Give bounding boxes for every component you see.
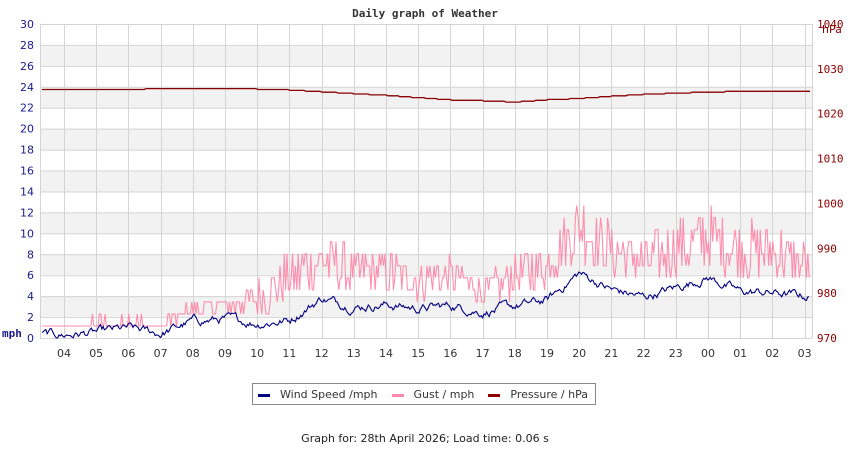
legend-item-gust: Gust / mph [391, 387, 475, 401]
x-axis-tick-label: 05 [89, 347, 103, 360]
x-axis-tick-label: 14 [379, 347, 393, 360]
x-axis-tick-label: 07 [154, 347, 168, 360]
x-axis-tick-label: 12 [315, 347, 329, 360]
right-axis-tick-label: 1020 [817, 108, 844, 121]
x-axis-tick-label: 18 [508, 347, 522, 360]
legend-label: Gust / mph [413, 387, 475, 401]
pressure-series-line [42, 87, 810, 103]
left-axis-tick-label: 14 [20, 185, 34, 198]
right-axis-tick-label: 990 [817, 242, 837, 255]
footer-status-text: Graph for: 28th April 2026; Load time: 0… [301, 432, 549, 445]
left-axis-tick-label: 26 [20, 60, 34, 73]
x-axis-tick-label: 09 [218, 347, 232, 360]
legend-label: Pressure / hPa [510, 387, 588, 401]
left-axis-unit-label: mph [2, 327, 22, 340]
left-axis-tick-label: 10 [20, 227, 34, 240]
left-axis-tick-label: 0 [27, 332, 34, 345]
legend-item-pressure: Pressure / hPa [488, 388, 588, 401]
grid-bands [40, 44, 812, 318]
x-axis-tick-label: 01 [733, 347, 747, 360]
left-axis-tick-label: 22 [20, 102, 34, 115]
left-axis-tick-label: 28 [20, 39, 34, 52]
x-axis-tick-label: 20 [572, 347, 586, 360]
x-axis-tick-label: 03 [798, 347, 812, 360]
left-axis-tick-label: 4 [27, 290, 34, 303]
right-y-axis: 970 980 990 1000 1010 1020 1030 1040 [817, 18, 844, 345]
chart-title: Daily graph of Weather [352, 7, 498, 20]
gust-series-line [42, 205, 810, 327]
x-axis-tick-label: 10 [250, 347, 264, 360]
left-axis-tick-label: 16 [20, 165, 34, 178]
legend-label: Wind Speed /mph [280, 387, 378, 401]
pressure-swatch-icon [488, 393, 501, 397]
wind-speed-series-line [41, 271, 810, 339]
x-axis-tick-label: 11 [282, 347, 296, 360]
left-axis-tick-label: 12 [20, 206, 34, 219]
weather-chart: Daily graph of Weather 02468101214161820… [2, 7, 844, 360]
left-axis-tick-label: 8 [27, 248, 34, 261]
left-axis-tick-label: 20 [20, 123, 34, 136]
x-axis-tick-label: 00 [701, 347, 715, 360]
x-axis-tick-label: 19 [540, 347, 554, 360]
x-axis-tick-label: 16 [443, 347, 457, 360]
left-axis-tick-label: 2 [27, 311, 34, 324]
x-axis-tick-label: 02 [765, 347, 779, 360]
right-axis-tick-label: 1040 [817, 18, 844, 31]
x-axis: 04 05 06 07 08 09 10 11 12 13 14 15 16 17 18 19 20 21 22 23… [57, 347, 812, 360]
x-axis-tick-label: 04 [57, 347, 71, 360]
x-axis-tick-label: 22 [637, 347, 651, 360]
x-axis-tick-label: 17 [476, 347, 490, 360]
right-axis-tick-label: 1000 [817, 197, 844, 210]
right-axis-tick-label: 1010 [817, 153, 844, 166]
x-axis-tick-label: 21 [604, 347, 618, 360]
left-axis-tick-label: 18 [20, 144, 34, 157]
right-axis-tick-label: 980 [817, 287, 837, 300]
right-axis-tick-label: 1030 [817, 63, 844, 76]
x-axis-tick-label: 13 [347, 347, 361, 360]
x-axis-tick-label: 23 [669, 347, 683, 360]
legend-item-wind-speed: Wind Speed /mph [258, 388, 378, 401]
x-axis-tick-label: 08 [186, 347, 200, 360]
right-axis-tick-label: 970 [817, 332, 837, 345]
left-axis-tick-label: 30 [20, 18, 34, 31]
x-axis-tick-label: 15 [411, 347, 425, 360]
chart-legend: Wind Speed /mph Gust / mph Pressure / hP… [252, 383, 596, 405]
x-axis-tick-label: 06 [121, 347, 135, 360]
gust-swatch-icon [391, 393, 404, 397]
right-axis-unit-label: hPa [822, 23, 842, 36]
left-axis-tick-label: 24 [20, 81, 34, 94]
wind-speed-swatch-icon [258, 393, 270, 397]
left-axis-tick-label: 6 [27, 269, 34, 282]
